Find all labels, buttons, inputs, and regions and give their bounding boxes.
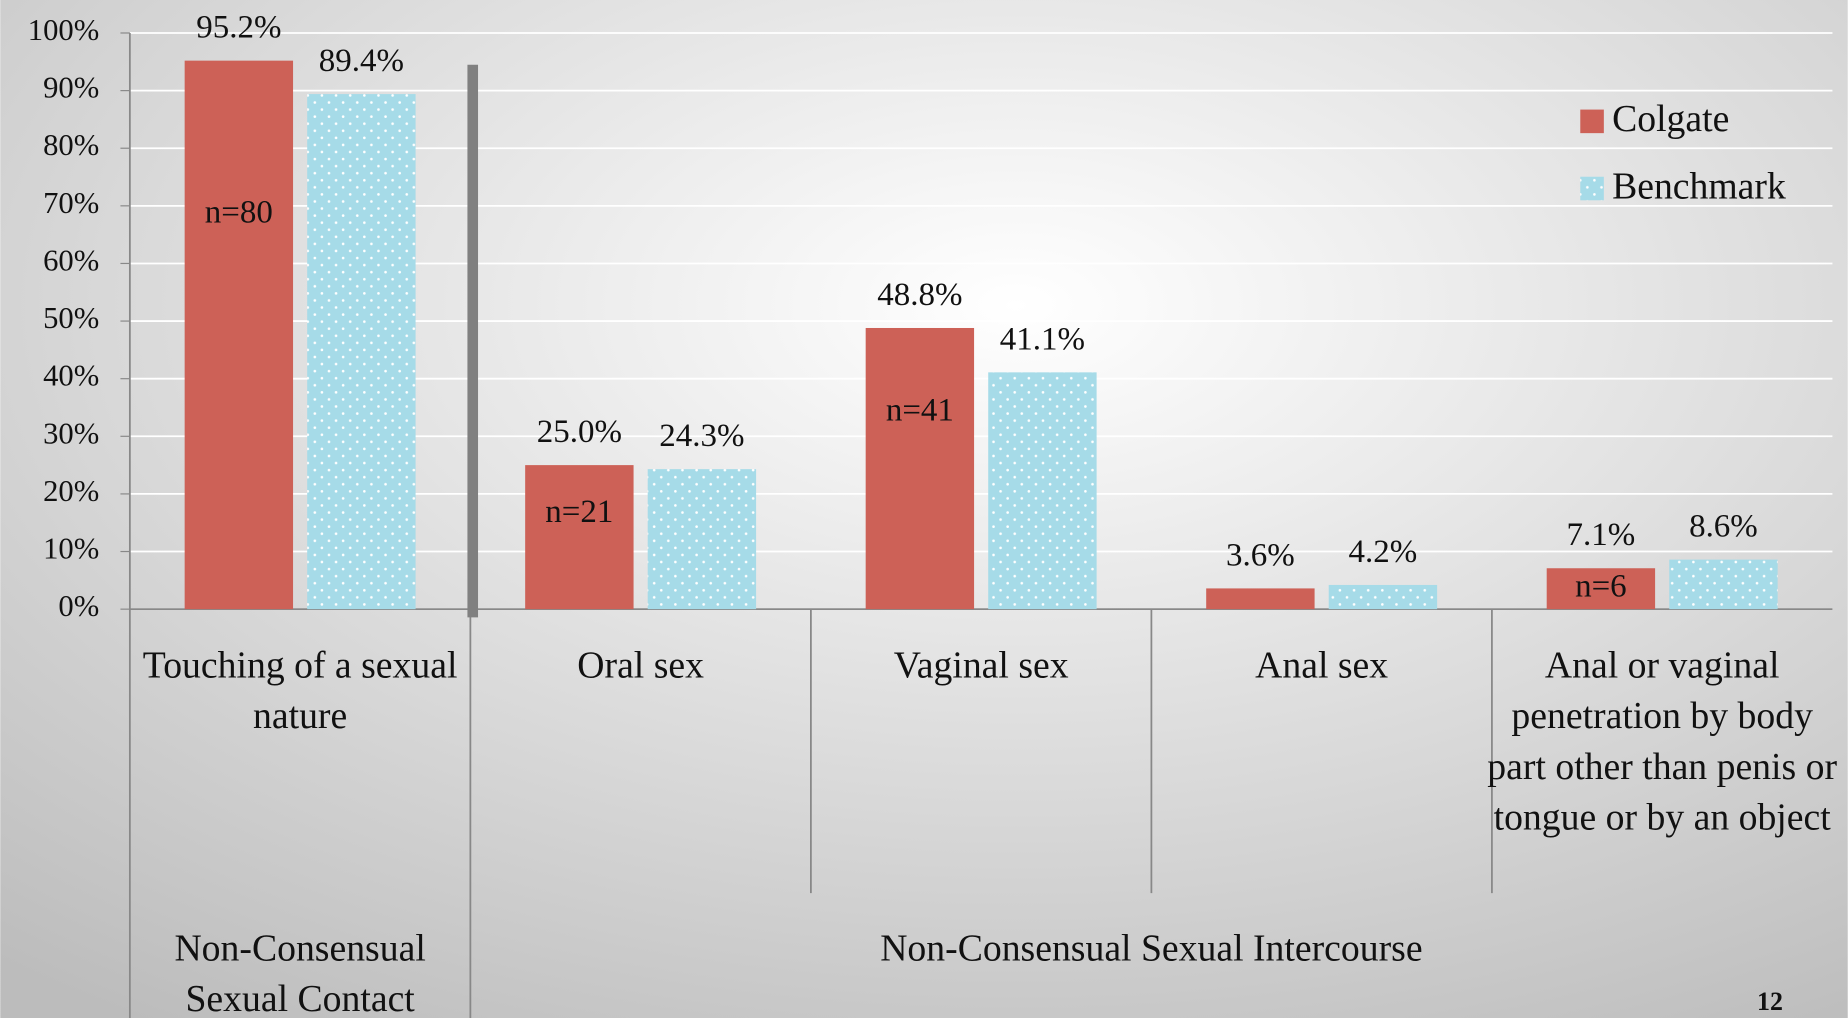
group-label: Non-Consensual Sexual Contact bbox=[174, 926, 426, 1018]
x-tick-label: Oral sex bbox=[577, 643, 704, 686]
legend-label: Colgate bbox=[1612, 98, 1729, 140]
value-label: 95.2% bbox=[196, 10, 281, 46]
x-tick-label: Vaginal sex bbox=[893, 643, 1069, 686]
page-number: 12 bbox=[1757, 987, 1783, 1016]
value-label: 7.1% bbox=[1567, 517, 1636, 553]
y-tick-label: 50% bbox=[43, 301, 99, 335]
bar bbox=[525, 465, 634, 610]
bar bbox=[1206, 588, 1315, 610]
bar-annotation: n=80 bbox=[205, 195, 273, 231]
group-label: Non-Consensual Sexual Intercourse bbox=[880, 926, 1423, 969]
bar bbox=[865, 327, 975, 610]
y-tick-label: 60% bbox=[43, 243, 99, 277]
bar bbox=[1669, 559, 1778, 610]
value-label: 48.8% bbox=[877, 277, 962, 313]
group-label-box: Non-Consensual Sexual Contact bbox=[174, 926, 426, 1018]
x-tick-label: Touching of a sexual nature bbox=[142, 643, 458, 737]
y-tick-label: 100% bbox=[28, 13, 99, 47]
bar bbox=[988, 372, 1097, 610]
value-label: 89.4% bbox=[319, 43, 404, 79]
bar bbox=[1546, 568, 1656, 610]
bar-annotation: n=21 bbox=[545, 494, 613, 530]
value-label: 41.1% bbox=[1000, 321, 1085, 357]
y-tick-label: 90% bbox=[43, 71, 99, 105]
bar bbox=[307, 94, 416, 610]
value-label: 8.6% bbox=[1689, 509, 1758, 545]
value-label: 4.2% bbox=[1349, 534, 1418, 570]
x-tick-label: Anal or vaginal penetration by body part… bbox=[1487, 643, 1838, 838]
y-tick-label: 10% bbox=[43, 532, 99, 566]
y-tick-label: 0% bbox=[58, 589, 99, 623]
value-label: 3.6% bbox=[1226, 537, 1295, 573]
bar bbox=[184, 60, 294, 610]
y-tick-label: 20% bbox=[43, 474, 99, 508]
legend-label: Benchmark bbox=[1612, 165, 1786, 207]
y-tick-label: 40% bbox=[43, 359, 99, 393]
x-tick-label-box: Oral sex bbox=[577, 643, 704, 686]
x-tick-label-box: Touching of a sexual nature bbox=[142, 643, 458, 737]
bar-annotation: n=41 bbox=[886, 392, 954, 428]
y-tick-label: 80% bbox=[43, 128, 99, 162]
bar bbox=[1328, 584, 1438, 610]
bar bbox=[647, 469, 757, 610]
value-label: 25.0% bbox=[537, 414, 622, 450]
y-tick-label: 30% bbox=[43, 416, 99, 450]
x-tick-label-box: Anal sex bbox=[1255, 643, 1389, 686]
y-tick-label: 70% bbox=[43, 186, 99, 220]
bar-annotation: n=6 bbox=[1575, 568, 1627, 604]
group-label-box: Non-Consensual Sexual Intercourse bbox=[880, 926, 1423, 969]
legend-swatch bbox=[1580, 109, 1604, 134]
value-label: 24.3% bbox=[659, 418, 744, 454]
x-tick-label-box: Vaginal sex bbox=[893, 643, 1069, 686]
x-tick-label-box: Anal or vaginal penetration by body part… bbox=[1487, 643, 1838, 838]
x-tick-label: Anal sex bbox=[1255, 643, 1389, 686]
legend-swatch bbox=[1580, 176, 1604, 201]
